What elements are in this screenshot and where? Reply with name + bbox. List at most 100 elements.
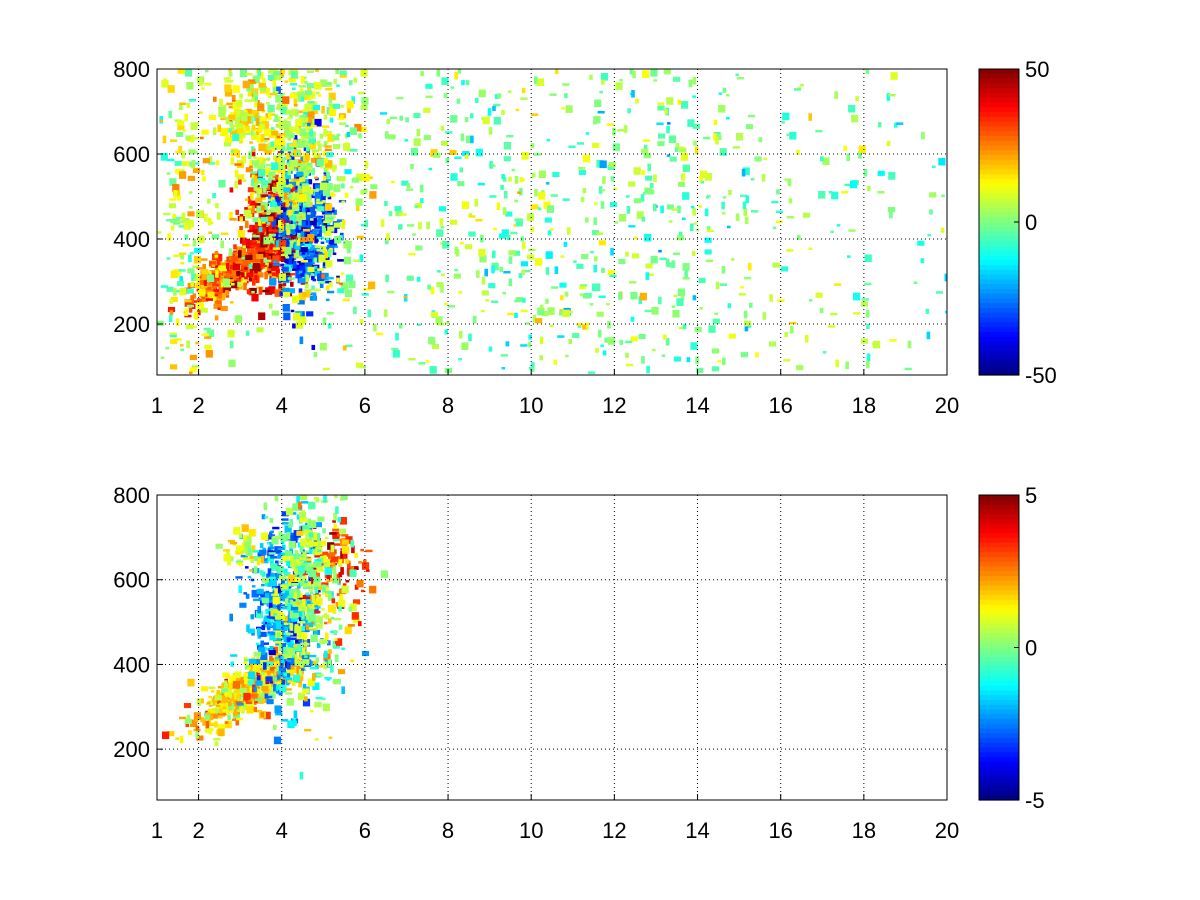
- colorbar-swatch: [979, 671, 1019, 677]
- colorbar-swatch: [979, 140, 1019, 147]
- heatmap-cell: [321, 608, 325, 611]
- heatmap-cell: [299, 212, 303, 218]
- heatmap-cell: [682, 263, 690, 271]
- heatmap-cell: [322, 125, 330, 128]
- heatmap-cell: [301, 183, 309, 189]
- heatmap-cell: [615, 82, 623, 90]
- heatmap-cell: [252, 160, 260, 166]
- heatmap-cell: [274, 621, 282, 629]
- heatmap-cell: [324, 280, 332, 284]
- heatmap-cell: [275, 269, 280, 277]
- heatmap-cell: [281, 511, 289, 517]
- heatmap-cell: [692, 95, 696, 98]
- heatmap-cell: [322, 697, 326, 701]
- heatmap-cell: [288, 77, 296, 83]
- heatmap-cell: [204, 83, 212, 86]
- heatmap-cell: [286, 647, 294, 656]
- heatmap-cell: [204, 344, 212, 350]
- heatmap-cell: [302, 595, 307, 601]
- heatmap-cell: [310, 541, 319, 547]
- heatmap-cell: [333, 184, 341, 192]
- heatmap-cell: [395, 211, 403, 217]
- heatmap-cell: [460, 133, 465, 142]
- heatmap-cell: [316, 201, 324, 204]
- heatmap-cell: [306, 642, 310, 646]
- heatmap-cell: [234, 315, 242, 323]
- heatmap-cell: [229, 121, 233, 127]
- colorbar-swatch: [979, 112, 1019, 118]
- heatmap-cell: [252, 178, 256, 186]
- heatmap-cell: [559, 310, 563, 316]
- heatmap-cell: [297, 583, 301, 589]
- heatmap-cell: [530, 366, 535, 372]
- heatmap-cell: [521, 152, 529, 160]
- colorbar-swatch: [979, 566, 1019, 572]
- heatmap-cell: [206, 329, 214, 338]
- heatmap-cell: [323, 661, 327, 670]
- heatmap-cell: [244, 540, 252, 549]
- heatmap-cell: [539, 336, 544, 345]
- heatmap-cell: [866, 353, 871, 362]
- heatmap-cell: [310, 660, 318, 666]
- heatmap-cell: [822, 157, 830, 165]
- heatmap-cell: [308, 179, 313, 185]
- heatmap-cell: [250, 240, 255, 249]
- heatmap-cell: [257, 688, 261, 694]
- heatmap-cell: [633, 198, 642, 204]
- x-tick-label: 6: [359, 393, 371, 418]
- heatmap-cell: [169, 298, 173, 304]
- heatmap-cell: [472, 315, 477, 324]
- colorbar-swatch: [979, 312, 1019, 319]
- heatmap-cell: [557, 335, 565, 338]
- colorbar-swatch: [979, 666, 1019, 672]
- heatmap-cell: [320, 241, 325, 244]
- heatmap-cell: [233, 709, 238, 717]
- heatmap-cell: [234, 273, 238, 277]
- heatmap-cell: [481, 277, 486, 285]
- heatmap-cell: [319, 638, 327, 644]
- heatmap-cell: [169, 332, 177, 335]
- heatmap-cell: [580, 196, 585, 202]
- heatmap-cell: [221, 682, 226, 688]
- heatmap-cell: [309, 564, 317, 567]
- heatmap-cell: [314, 738, 319, 741]
- heatmap-cell: [268, 222, 273, 230]
- heatmap-cell: [304, 81, 308, 84]
- heatmap-cell: [197, 307, 201, 316]
- heatmap-cell: [207, 708, 215, 714]
- heatmap-cell: [311, 235, 319, 241]
- heatmap-cell: [301, 512, 306, 518]
- heatmap-cell: [747, 114, 756, 118]
- heatmap-cell: [277, 151, 282, 154]
- heatmap-cell: [303, 76, 307, 79]
- colorbar-swatch: [979, 504, 1019, 510]
- heatmap-cell: [184, 113, 188, 122]
- heatmap-cell: [736, 77, 744, 80]
- heatmap-cell: [230, 301, 234, 304]
- heatmap-cell: [285, 692, 293, 695]
- heatmap-cell: [283, 171, 291, 180]
- heatmap-cell: [303, 112, 311, 118]
- heatmap-cell: [508, 256, 513, 264]
- heatmap-cell: [272, 219, 276, 227]
- heatmap-cell: [302, 140, 306, 144]
- heatmap-cell: [341, 686, 345, 694]
- heatmap-cell: [268, 135, 276, 138]
- heatmap-cell: [314, 559, 322, 562]
- heatmap-cell: [322, 175, 327, 181]
- heatmap-cell: [771, 200, 779, 204]
- heatmap-cell: [343, 345, 347, 351]
- heatmap-cell: [802, 212, 811, 218]
- heatmap-cell: [313, 581, 321, 587]
- heatmap-cell: [688, 79, 693, 88]
- heatmap-cell: [245, 566, 249, 569]
- heatmap-cell: [289, 183, 297, 192]
- heatmap-cell: [222, 104, 227, 113]
- heatmap-cell: [281, 518, 289, 521]
- heatmap-cell: [239, 110, 247, 116]
- heatmap-cell: [230, 150, 235, 153]
- heatmap-cell: [564, 93, 568, 99]
- heatmap-cell: [320, 158, 329, 164]
- heatmap-cell: [346, 131, 351, 137]
- heatmap-cell: [180, 348, 184, 352]
